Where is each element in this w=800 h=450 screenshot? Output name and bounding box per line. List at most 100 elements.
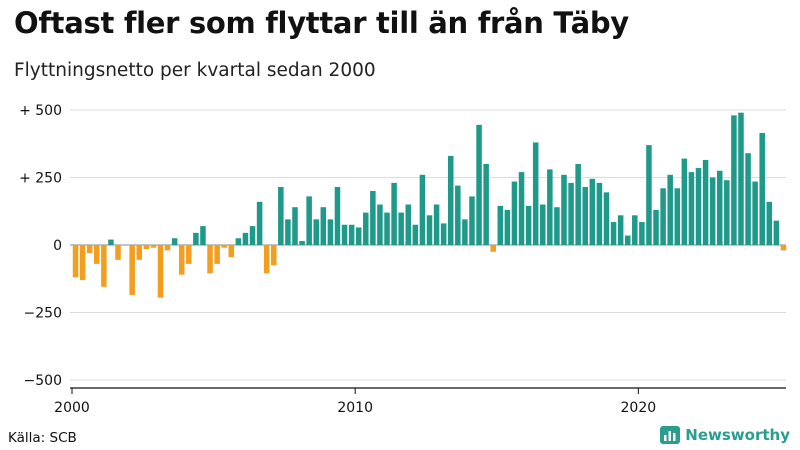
bar: [653, 209, 659, 245]
bar: [186, 245, 192, 264]
x-tick-label: 2020: [621, 400, 657, 416]
bar: [278, 186, 284, 245]
bar: [724, 180, 730, 245]
bar: [681, 158, 688, 245]
bar: [86, 245, 93, 254]
y-tick-label: 0: [53, 238, 62, 254]
bar: [568, 182, 574, 245]
bar: [469, 196, 475, 245]
bar: [525, 205, 532, 245]
bar: [242, 232, 249, 245]
bar: [271, 245, 277, 266]
bar: [547, 169, 553, 245]
bar: [582, 186, 588, 245]
bar: [391, 182, 397, 245]
bar: [589, 178, 596, 245]
bar: [709, 177, 716, 245]
bar: [639, 222, 645, 245]
bar: [285, 219, 291, 245]
bar: [596, 182, 603, 245]
bar: [320, 207, 327, 245]
bar: [207, 245, 213, 274]
bar: [752, 181, 758, 245]
bar-series: [72, 112, 787, 298]
bar: [497, 205, 504, 245]
bar: [171, 238, 178, 245]
brand-name: Newsworthy: [685, 426, 790, 444]
bar: [646, 145, 652, 245]
bar: [143, 245, 150, 250]
bar: [228, 245, 235, 258]
bar: [221, 245, 227, 248]
bar: [688, 172, 695, 245]
x-axis: 2000 2010 2020: [54, 387, 786, 416]
bar: [150, 245, 157, 248]
bar: [157, 245, 164, 298]
bar: [511, 181, 518, 245]
bar: [292, 207, 298, 245]
bar: [610, 222, 617, 245]
bar: [731, 115, 737, 246]
bar: [518, 172, 525, 245]
bar: [759, 132, 765, 245]
bar: [702, 159, 709, 245]
bar: [108, 239, 114, 245]
bar: [738, 112, 744, 245]
newsworthy-bars-icon: [660, 426, 681, 444]
bar: [405, 204, 412, 245]
bar: [667, 174, 673, 245]
bar: [101, 245, 107, 287]
bar: [398, 212, 404, 245]
bar: [384, 212, 390, 245]
bar: [483, 164, 489, 245]
bar: [447, 155, 454, 245]
bar: [462, 219, 468, 245]
bar: [433, 204, 440, 245]
bar: [341, 224, 348, 245]
bar: [214, 245, 220, 264]
bar: [129, 245, 135, 295]
bar: [455, 185, 461, 245]
bar: [72, 245, 79, 278]
bar: [363, 212, 369, 245]
bar: [561, 174, 567, 245]
bar: [419, 174, 426, 245]
bar: [313, 219, 319, 245]
bar: [327, 219, 334, 245]
bar: [249, 226, 256, 245]
y-tick-label: + 500: [19, 103, 62, 119]
y-tick-label: −250: [24, 306, 62, 322]
bar: [617, 215, 624, 245]
bar: [377, 204, 383, 245]
chart-title: Oftast fler som flyttar till än från Täb…: [14, 6, 629, 40]
y-tick-label: + 250: [19, 171, 62, 187]
bar: [235, 238, 242, 245]
y-tick-label: −500: [24, 373, 62, 389]
bar: [256, 201, 263, 245]
bar: [745, 153, 751, 245]
bar: [532, 142, 539, 245]
bar: [115, 245, 121, 260]
gridlines: [70, 109, 786, 381]
bar: [716, 170, 723, 245]
source-note: Källa: SCB: [8, 430, 77, 446]
bar: [164, 245, 171, 251]
bar: [554, 207, 560, 245]
bar: [193, 232, 199, 245]
bar: [79, 245, 86, 281]
bar: [766, 201, 773, 245]
bar: [490, 245, 496, 252]
bar: [200, 226, 206, 245]
bar: [660, 188, 666, 245]
bar: [603, 192, 610, 245]
bar: [348, 224, 355, 245]
bar: [773, 220, 780, 245]
bar: [299, 240, 305, 245]
bar: [306, 196, 312, 245]
bar: [370, 191, 376, 245]
bar: [355, 227, 362, 245]
y-axis-labels: + 500 + 250 0 −250 −500: [19, 103, 62, 389]
bar: [136, 245, 143, 260]
newsworthy-logo[interactable]: Newsworthy: [660, 426, 790, 444]
